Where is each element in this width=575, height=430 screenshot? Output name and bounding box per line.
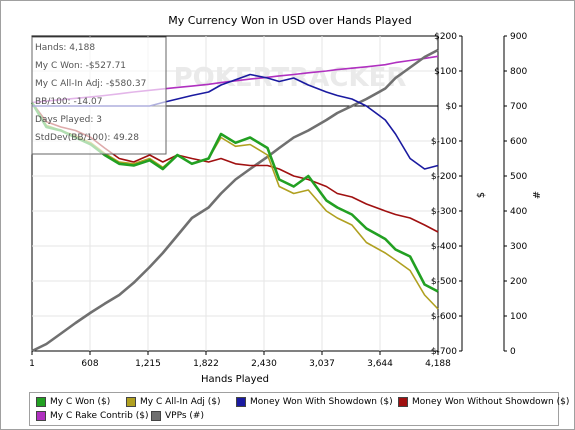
y-left-tick-label: $-300	[431, 207, 457, 217]
y-right-tick-label: 900	[510, 32, 527, 42]
y-right-tick-label: 300	[510, 242, 527, 252]
y-right-tick-label: 200	[510, 277, 527, 287]
y-right-tick-label: 500	[510, 172, 527, 182]
info-allin: My C All-In Adj: -$580.37	[35, 79, 146, 89]
series-line-5	[31, 48, 439, 353]
info-panel: Hands: 4,188 My C Won: -$527.71 My C All…	[31, 36, 167, 155]
info-days: Days Played: 3	[35, 115, 102, 125]
x-tick-label: 608	[81, 359, 98, 369]
x-axis-label: Hands Played	[201, 374, 269, 385]
x-tick-label: 3,037	[309, 359, 335, 369]
legend-label: My C Rake Contrib ($)	[50, 411, 149, 421]
legend-swatch	[151, 411, 161, 421]
legend-swatch	[36, 411, 46, 421]
x-tick-label: 1,215	[135, 359, 161, 369]
y-left-tick-label: $200	[434, 32, 457, 42]
y-left-tick-label: $-400	[431, 242, 457, 252]
legend-label: VPPs (#)	[165, 411, 204, 421]
info-stddev: StdDev(BB/100): 49.28	[35, 133, 139, 143]
legend: My C Won ($) My C All-In Adj ($) Money W…	[29, 392, 569, 426]
x-tick-label: 3,644	[367, 359, 393, 369]
info-won: My C Won: -$527.71	[35, 61, 126, 71]
info-panel-box	[31, 36, 167, 155]
y-right-tick-label: 400	[510, 207, 527, 217]
watermark: POKERTRACKER	[174, 63, 407, 93]
x-tick-label: 1,822	[193, 359, 219, 369]
legend-item-without-showdown: Money Won Without Showdown ($)	[398, 397, 569, 407]
y-right-tick-label: 100	[510, 312, 527, 322]
x-tick-label: 2,430	[251, 359, 277, 369]
y-right-tick-label: 700	[510, 102, 527, 112]
legend-item-rake: My C Rake Contrib ($)	[36, 411, 149, 421]
legend-swatch	[236, 397, 246, 407]
legend-item-vpps: VPPs (#)	[151, 411, 204, 421]
y-left-tick-label: $100	[434, 67, 457, 77]
y-right-tick-label: 800	[510, 67, 527, 77]
y-left-tick-label: $-700	[431, 347, 457, 357]
y-left-tick-label: $-600	[431, 312, 457, 322]
y-left-tick-label: $0	[446, 102, 458, 112]
y-left-tick-label: $-100	[431, 137, 457, 147]
legend-label: My C Won ($)	[50, 397, 111, 407]
info-hands: Hands: 4,188	[35, 43, 95, 53]
legend-label: Money Won Without Showdown ($)	[412, 397, 570, 407]
y-axis-right-label: #	[532, 191, 543, 199]
axes: 1 608 1,215 1,822 2,430 3,037 3,644 4,188 $200 $1…	[29, 32, 527, 369]
legend-label: Money Won With Showdown ($)	[250, 397, 393, 407]
info-bb100: BB/100: -14.07	[35, 97, 102, 107]
y-right-tick-label: 600	[510, 137, 527, 147]
y-left-tick-label: $-200	[431, 172, 457, 182]
legend-swatch	[126, 397, 136, 407]
legend-item-with-showdown: Money Won With Showdown ($)	[236, 397, 393, 407]
legend-item-my-c-won: My C Won ($)	[36, 397, 110, 407]
legend-item-all-in-adj: My C All-In Adj ($)	[126, 397, 221, 407]
y-right-tick-label: 0	[510, 347, 516, 357]
x-tick-label: 4,188	[425, 359, 451, 369]
y-axis-left-label: $	[476, 192, 487, 198]
x-tick-label: 1	[29, 359, 35, 369]
legend-swatch	[36, 397, 46, 407]
legend-label: My C All-In Adj ($)	[140, 397, 221, 407]
legend-swatch	[398, 397, 408, 407]
chart-title: My Currency Won in USD over Hands Played	[168, 14, 411, 27]
y-left-tick-label: $-500	[431, 277, 457, 287]
